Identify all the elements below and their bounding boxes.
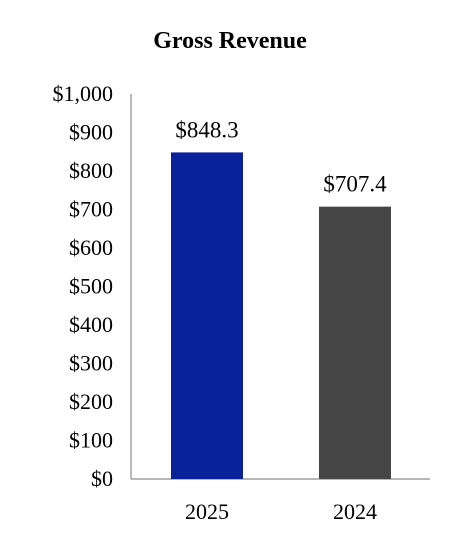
y-tick-label: $700 — [69, 197, 113, 222]
y-tick-label: $0 — [91, 466, 113, 491]
x-tick-label: 2025 — [185, 499, 229, 524]
y-tick-label: $800 — [69, 158, 113, 183]
bars — [171, 152, 391, 480]
x-axis: 2025 2024 — [131, 478, 430, 524]
data-label: $848.3 — [175, 117, 238, 142]
data-label: $707.4 — [323, 172, 387, 197]
y-tick-label: $900 — [69, 120, 113, 145]
y-tick-label: $600 — [69, 235, 113, 260]
y-tick-label: $1,000 — [53, 81, 114, 106]
x-tick-label: 2024 — [333, 499, 377, 524]
y-tick-label: $100 — [69, 428, 113, 453]
y-tick-label: $500 — [69, 274, 113, 299]
bar-2024 — [319, 206, 391, 479]
y-tick-label: $400 — [69, 312, 113, 337]
y-tick-label: $200 — [69, 389, 113, 414]
y-axis: $0 $100 $200 $300 $400 $500 $600 $700 $800 $900 $1… — [53, 81, 132, 491]
chart-title: Gross Revenue — [153, 28, 307, 54]
bar-2025 — [171, 152, 243, 480]
data-labels: $848.3 $707.4 — [175, 117, 387, 196]
y-tick-label: $300 — [69, 351, 113, 376]
